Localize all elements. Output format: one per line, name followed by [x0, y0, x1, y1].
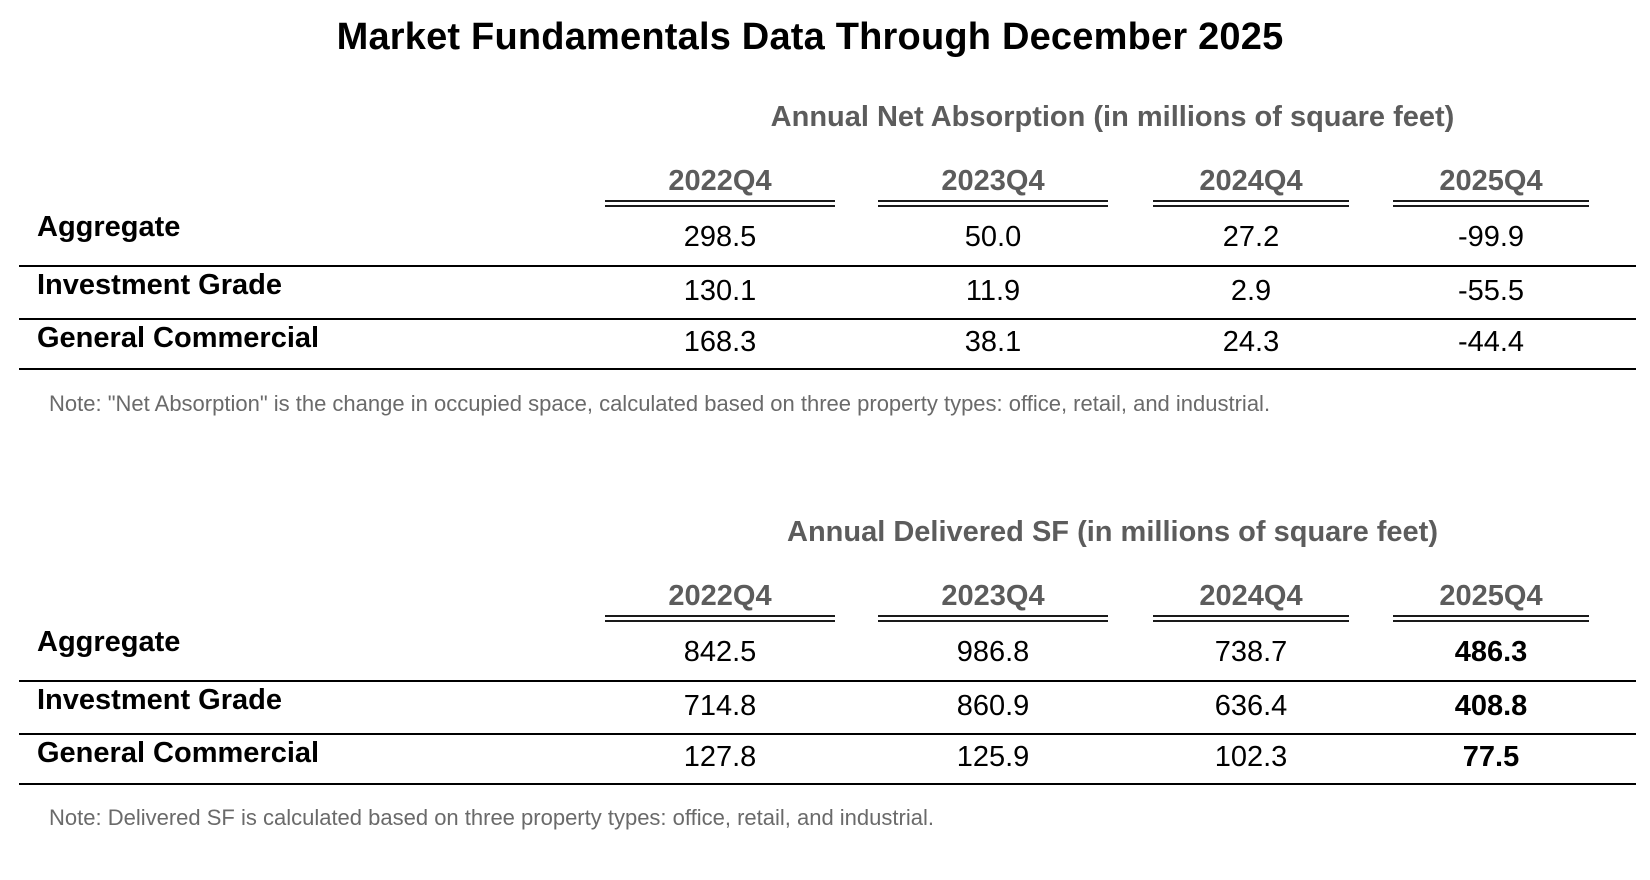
table-cell: 298.5	[683, 221, 757, 253]
delivered-sf-section: Annual Delivered SF (in millions of squa…	[0, 415, 1650, 830]
table-cell: 738.7	[1214, 636, 1288, 668]
table-cell: 2.9	[1230, 275, 1272, 307]
table-cell: -99.9	[1457, 221, 1525, 253]
column-header: 2022Q4	[605, 161, 835, 211]
table-cell: 860.9	[956, 690, 1030, 722]
table-cell-highlight: 77.5	[1462, 741, 1520, 773]
table-cell-highlight: 486.3	[1454, 636, 1528, 668]
table-cell: 11.9	[965, 275, 1021, 307]
page-title: Market Fundamentals Data Through Decembe…	[336, 16, 1284, 58]
row-label: Aggregate	[37, 211, 181, 243]
table-cell-highlight: 408.8	[1454, 690, 1528, 722]
net-absorption-section: Annual Net Absorption (in millions of sq…	[0, 0, 1650, 416]
table-row: General Commercial 168.3 38.1 24.3 -44.4	[19, 319, 1636, 370]
table-cell: 168.3	[683, 326, 757, 358]
row-label: Investment Grade	[37, 269, 282, 301]
table-row: Investment Grade 130.1 11.9 2.9 -55.5	[19, 266, 1636, 320]
table-title: Annual Net Absorption (in millions of sq…	[770, 101, 1455, 133]
table-title: Annual Delivered SF (in millions of squa…	[787, 516, 1438, 548]
table-cell: 842.5	[683, 636, 757, 668]
column-header: 2022Q4	[605, 576, 835, 626]
table-cell: 125.9	[956, 741, 1030, 773]
column-header: 2023Q4	[878, 161, 1108, 211]
column-header: 2023Q4	[878, 576, 1108, 626]
column-header: 2025Q4	[1393, 576, 1589, 626]
table-row: Aggregate 842.5 986.8 738.7 486.3	[19, 622, 1636, 682]
table-cell: 38.1	[964, 326, 1022, 358]
table-row: Aggregate 298.5 50.0 27.2 -99.9	[19, 207, 1636, 267]
row-label: General Commercial	[37, 322, 320, 354]
table-cell: 130.1	[683, 275, 757, 307]
table-cell: 127.8	[683, 741, 757, 773]
column-header: 2024Q4	[1153, 161, 1349, 211]
table-cell: 714.8	[683, 690, 757, 722]
table-cell: -55.5	[1457, 275, 1525, 307]
table-cell: -44.4	[1457, 326, 1525, 358]
row-label: General Commercial	[37, 737, 320, 769]
column-header: 2025Q4	[1393, 161, 1589, 211]
table-cell: 636.4	[1214, 690, 1288, 722]
table-note: Note: "Net Absorption" is the change in …	[49, 391, 1271, 416]
table-cell: 27.2	[1222, 221, 1280, 253]
table-cell: 24.3	[1222, 326, 1280, 358]
table-row: General Commercial 127.8 125.9 102.3 77.…	[19, 734, 1636, 785]
row-label: Aggregate	[37, 626, 181, 658]
table-cell: 102.3	[1214, 741, 1288, 773]
table-row: Investment Grade 714.8 860.9 636.4 408.8	[19, 681, 1636, 735]
row-label: Investment Grade	[37, 684, 282, 716]
column-header: 2024Q4	[1153, 576, 1349, 626]
table-note: Note: Delivered SF is calculated based o…	[49, 805, 934, 830]
table-cell: 986.8	[956, 636, 1030, 668]
table-cell: 50.0	[964, 221, 1022, 253]
